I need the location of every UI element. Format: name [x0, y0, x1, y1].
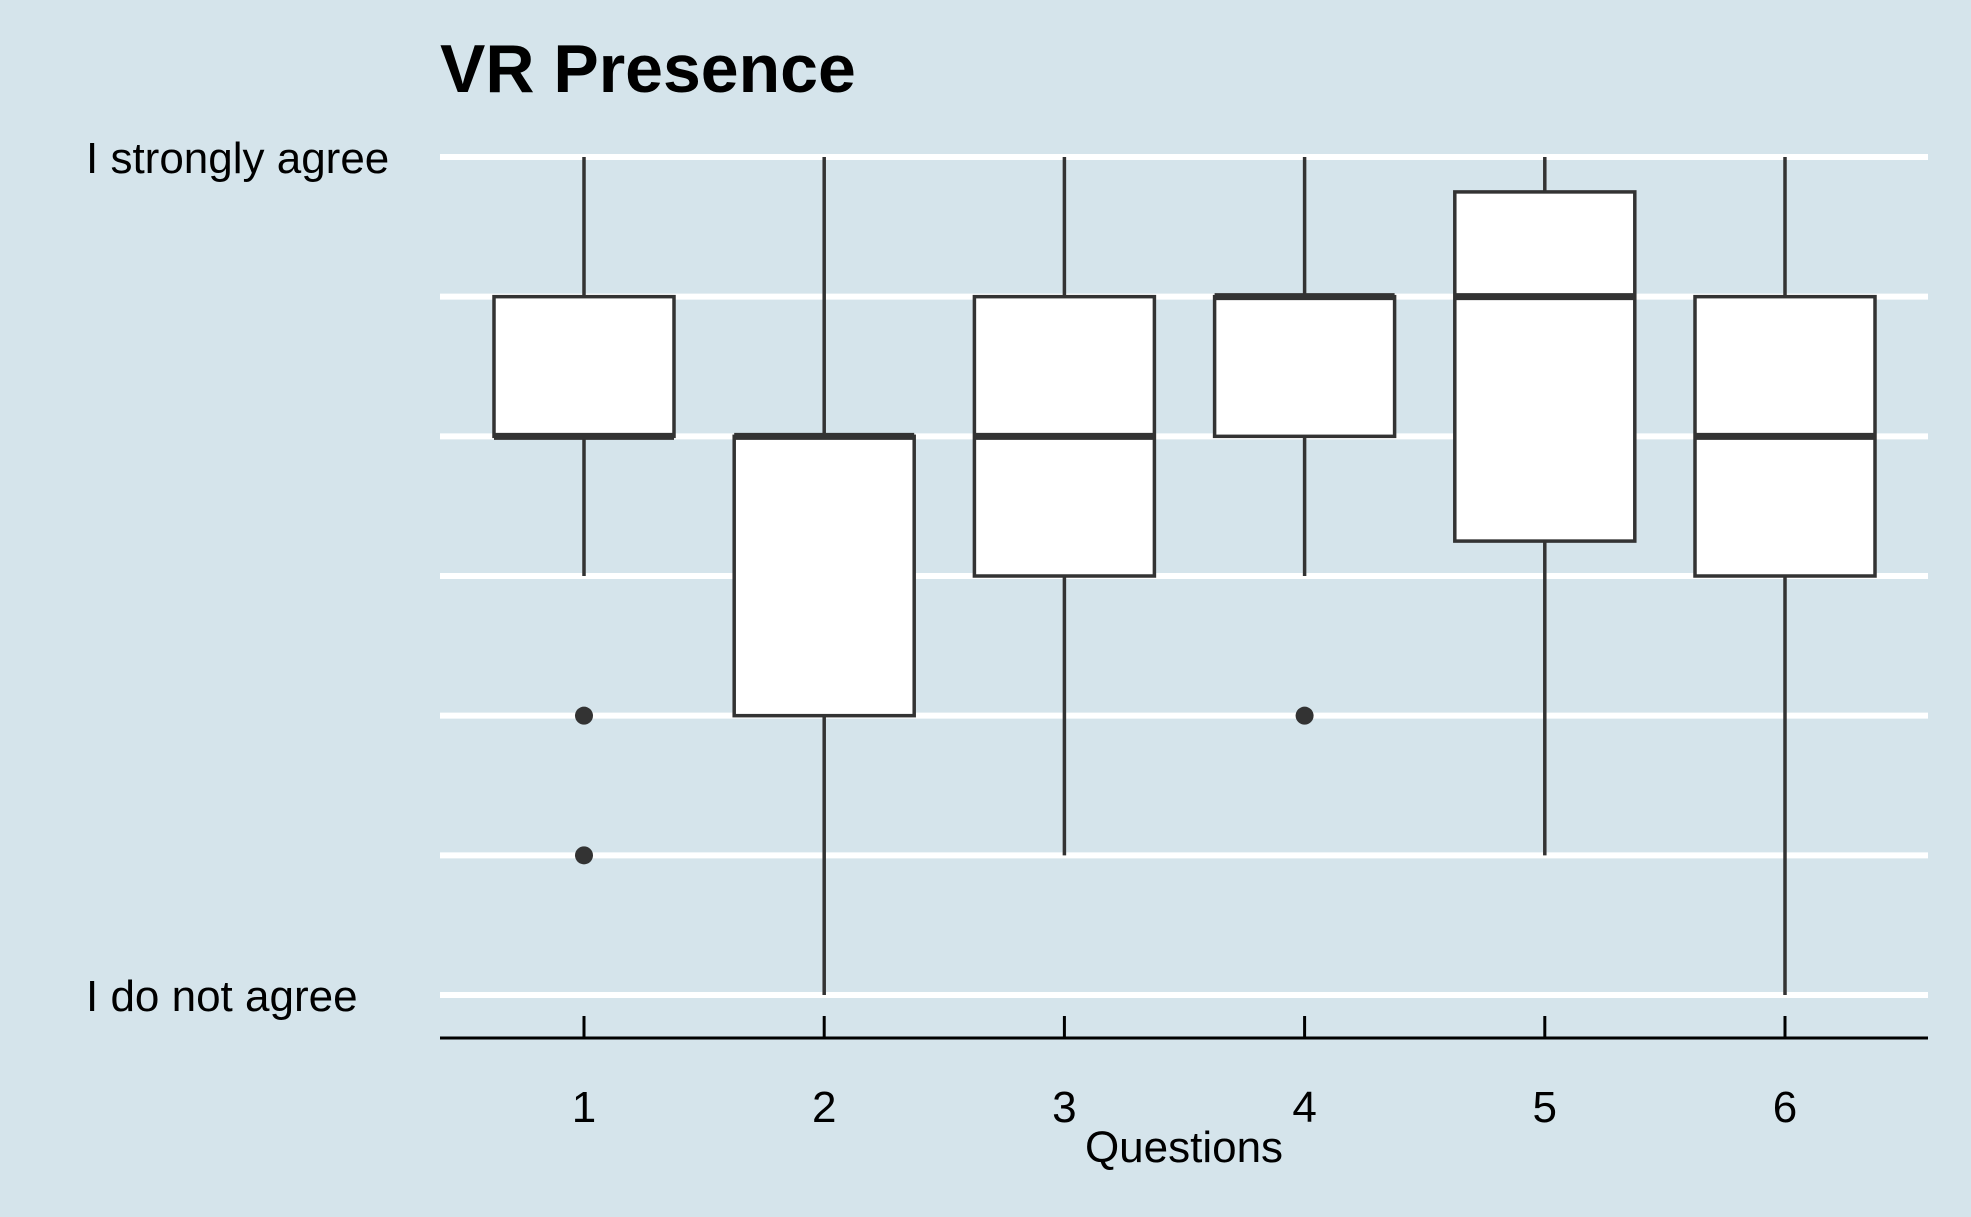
outlier-point: [575, 706, 593, 725]
boxplot-q6: [1693, 157, 1877, 995]
x-tick-label: 2: [812, 1083, 836, 1132]
x-tick-label: 3: [1052, 1083, 1076, 1132]
boxplot-q3: [972, 157, 1157, 856]
x-axis: 1 2 3 4 5 6: [440, 1016, 1928, 1132]
box-iqr: [1453, 190, 1637, 543]
x-tick-label: 5: [1533, 1083, 1557, 1132]
y-tick-label: I do not agree: [86, 972, 358, 1021]
x-tick-label: 6: [1773, 1083, 1797, 1132]
y-tick-label: I strongly agree: [86, 134, 389, 183]
outlier-point: [575, 846, 593, 865]
boxplots: [492, 157, 1877, 995]
box-iqr: [492, 294, 676, 439]
x-tick-label: 4: [1292, 1083, 1316, 1132]
boxplot-q5: [1453, 157, 1637, 856]
boxplot-q2: [732, 157, 916, 995]
x-tick-label: 1: [572, 1083, 596, 1132]
outlier-point: [1295, 706, 1314, 725]
box-iqr: [732, 434, 916, 718]
grid-lines: [440, 154, 1928, 998]
x-axis-label: Questions: [1085, 1123, 1283, 1172]
boxplot-q1: [492, 157, 676, 865]
chart-title: VR Presence: [440, 31, 856, 107]
boxplot-q4: [1212, 157, 1397, 725]
box-iqr: [1212, 294, 1397, 439]
y-tick-labels: I strongly agree I do not agree: [86, 134, 389, 1021]
